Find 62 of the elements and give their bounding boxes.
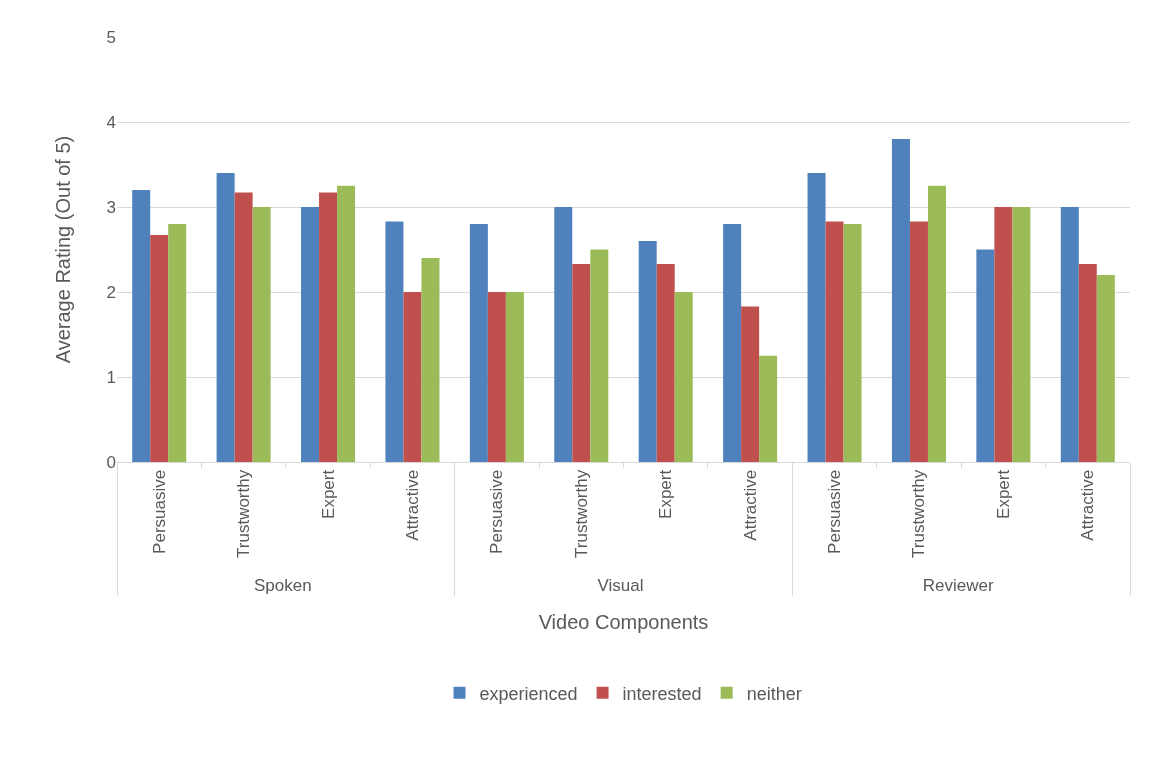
bar <box>319 192 338 462</box>
bar <box>168 224 187 462</box>
bar <box>909 221 928 462</box>
bar <box>216 173 235 462</box>
x-tick-label: Persuasive <box>825 469 845 554</box>
x-tick-label: Persuasive <box>487 469 507 554</box>
x-tick-label: Trustworthy <box>234 469 254 558</box>
bar <box>656 263 675 462</box>
bar <box>150 235 169 462</box>
bar <box>759 355 778 462</box>
bar <box>301 207 320 462</box>
bar <box>385 221 404 462</box>
bar <box>638 241 657 462</box>
x-tick-label: Expert <box>318 469 338 519</box>
bar <box>927 185 946 462</box>
bar <box>469 224 488 462</box>
bar <box>403 292 422 462</box>
text: Reviewer <box>922 576 994 596</box>
bar <box>723 224 742 462</box>
bar <box>421 258 440 462</box>
bar <box>487 292 506 462</box>
y-tick-label: 3 <box>106 197 116 217</box>
x-tick-label: Trustworthy <box>571 469 591 558</box>
bar <box>337 185 356 462</box>
bar <box>505 292 524 462</box>
x-tick-label: Expert <box>993 469 1013 519</box>
legend-label: experienced <box>479 683 578 704</box>
bar <box>1060 207 1079 462</box>
bar <box>825 221 844 462</box>
bar <box>674 292 693 462</box>
y-tick-label: 2 <box>106 282 116 302</box>
bar <box>234 192 253 462</box>
bar <box>807 173 826 462</box>
bar <box>252 207 271 462</box>
legend-label: neither <box>746 683 802 704</box>
x-tick-label: Expert <box>656 469 676 519</box>
bar <box>590 249 609 462</box>
bar <box>572 263 591 462</box>
x-tick-label: Attractive <box>1078 469 1098 541</box>
x-tick-label: Attractive <box>402 469 422 541</box>
y-axis-title: Average Rating (Out of 5) <box>52 135 75 364</box>
x-tick-label: Persuasive <box>149 469 169 554</box>
bar <box>554 207 573 462</box>
y-tick-label: 4 <box>106 112 116 132</box>
y-tick-label: 0 <box>106 452 116 472</box>
bar <box>1012 207 1031 462</box>
text: Spoken <box>254 576 312 596</box>
bar <box>1078 263 1097 462</box>
bar <box>741 306 760 462</box>
text: Visual <box>597 576 644 596</box>
bar <box>994 207 1013 462</box>
legend-label: interested <box>622 683 702 704</box>
y-tick-label: 5 <box>106 27 116 47</box>
y-tick-label: 1 <box>106 367 116 387</box>
bar <box>891 139 910 462</box>
bar <box>976 249 995 462</box>
x-tick-label: Trustworthy <box>909 469 929 558</box>
x-tick-label: Attractive <box>740 469 760 541</box>
bar <box>132 190 151 462</box>
x-axis-title: Video Components <box>538 610 709 633</box>
bar <box>1096 275 1115 462</box>
bar <box>843 224 862 462</box>
